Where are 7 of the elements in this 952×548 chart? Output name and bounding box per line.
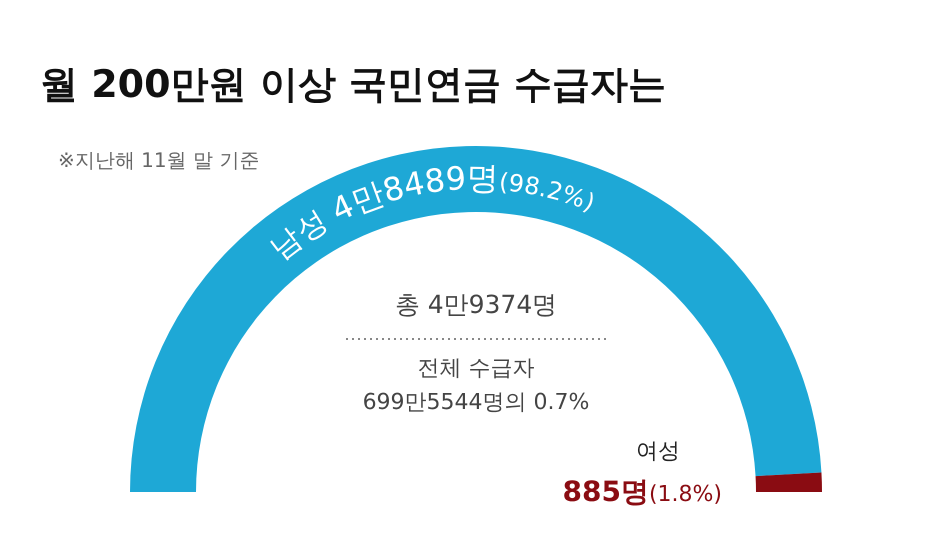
- text: 총 4만9374명: [394, 290, 558, 319]
- data-label: 885명(1.8%): [562, 475, 722, 508]
- slice-label: 여성: [636, 439, 680, 464]
- chart-subtitle: ※지난해 11월 말 기준: [58, 148, 260, 172]
- text: 전체 수급자: [418, 356, 534, 381]
- text: 699만5544명의 0.7%: [362, 390, 590, 415]
- chart-title: 월 200만원 이상 국민연금 수급자는: [40, 62, 666, 106]
